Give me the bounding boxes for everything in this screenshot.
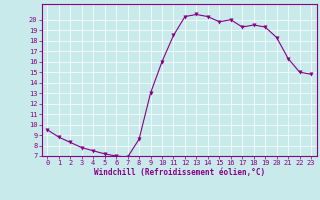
- X-axis label: Windchill (Refroidissement éolien,°C): Windchill (Refroidissement éolien,°C): [94, 168, 265, 177]
